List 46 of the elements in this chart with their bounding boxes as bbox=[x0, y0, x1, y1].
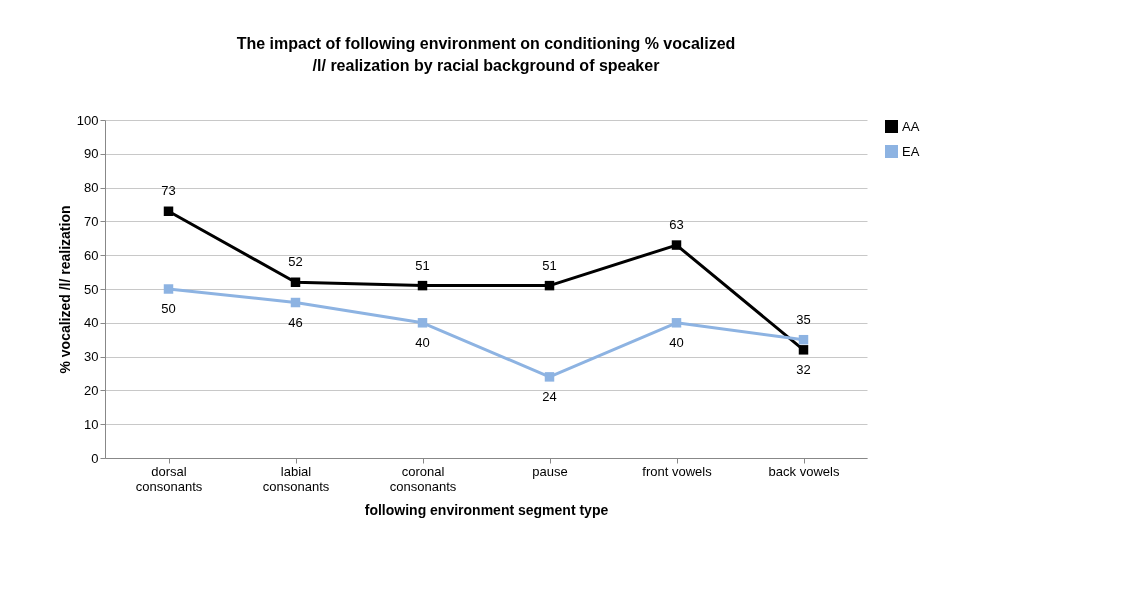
y-tick-label: 60 bbox=[84, 247, 99, 263]
x-tick-label: back vowels bbox=[768, 463, 840, 479]
point bbox=[290, 277, 301, 287]
x-tick-label: coronal consonants bbox=[389, 463, 457, 494]
point bbox=[163, 284, 174, 294]
legend-label: AA bbox=[902, 118, 920, 134]
legend-label: EA bbox=[902, 143, 920, 159]
y-tick-label: 10 bbox=[84, 416, 99, 432]
point bbox=[544, 372, 555, 382]
y-tick-label: 100 bbox=[76, 112, 99, 128]
y-tick-label: 40 bbox=[84, 315, 99, 331]
data-label: 24 bbox=[542, 388, 557, 404]
x-tick-label: front vowels bbox=[642, 463, 713, 479]
y-tick-label: 80 bbox=[84, 180, 99, 196]
data-label: 40 bbox=[415, 334, 430, 350]
point bbox=[798, 334, 809, 345]
data-label: 32 bbox=[796, 361, 811, 377]
data-label: 35 bbox=[796, 311, 811, 327]
data-label: 50 bbox=[161, 301, 176, 316]
point bbox=[290, 297, 301, 308]
data-label: 46 bbox=[288, 314, 303, 330]
point bbox=[544, 280, 555, 291]
y-tick-label: 90 bbox=[84, 146, 99, 162]
data-label: 51 bbox=[415, 257, 430, 273]
point bbox=[417, 318, 428, 328]
chart-title: The impact of following environment on conditioning % vocalized /l/ realization by racial background of speaker bbox=[236, 35, 736, 74]
data-label: 51 bbox=[542, 257, 557, 273]
point bbox=[417, 280, 428, 291]
y-tick-label: 20 bbox=[84, 382, 99, 398]
data-label: 73 bbox=[161, 183, 176, 199]
x-tick-label: pause bbox=[532, 463, 568, 479]
y-tick-label: 70 bbox=[84, 213, 99, 229]
y-tick-label: 30 bbox=[84, 349, 99, 365]
x-axis-title: following environment segment type bbox=[364, 501, 609, 518]
y-tick-label: 0 bbox=[91, 450, 99, 466]
y-axis-title: % vocalized /l/ realization bbox=[56, 205, 73, 374]
data-label: 63 bbox=[669, 217, 684, 233]
x-tick-label: dorsal consonants bbox=[135, 463, 203, 494]
point bbox=[163, 206, 174, 216]
point bbox=[798, 345, 809, 355]
point bbox=[671, 240, 682, 250]
point bbox=[671, 318, 682, 328]
data-label: 40 bbox=[669, 334, 684, 350]
data-label: 52 bbox=[288, 254, 303, 270]
x-tick-label: labial consonants bbox=[262, 463, 330, 494]
y-tick-label: 50 bbox=[84, 281, 99, 297]
